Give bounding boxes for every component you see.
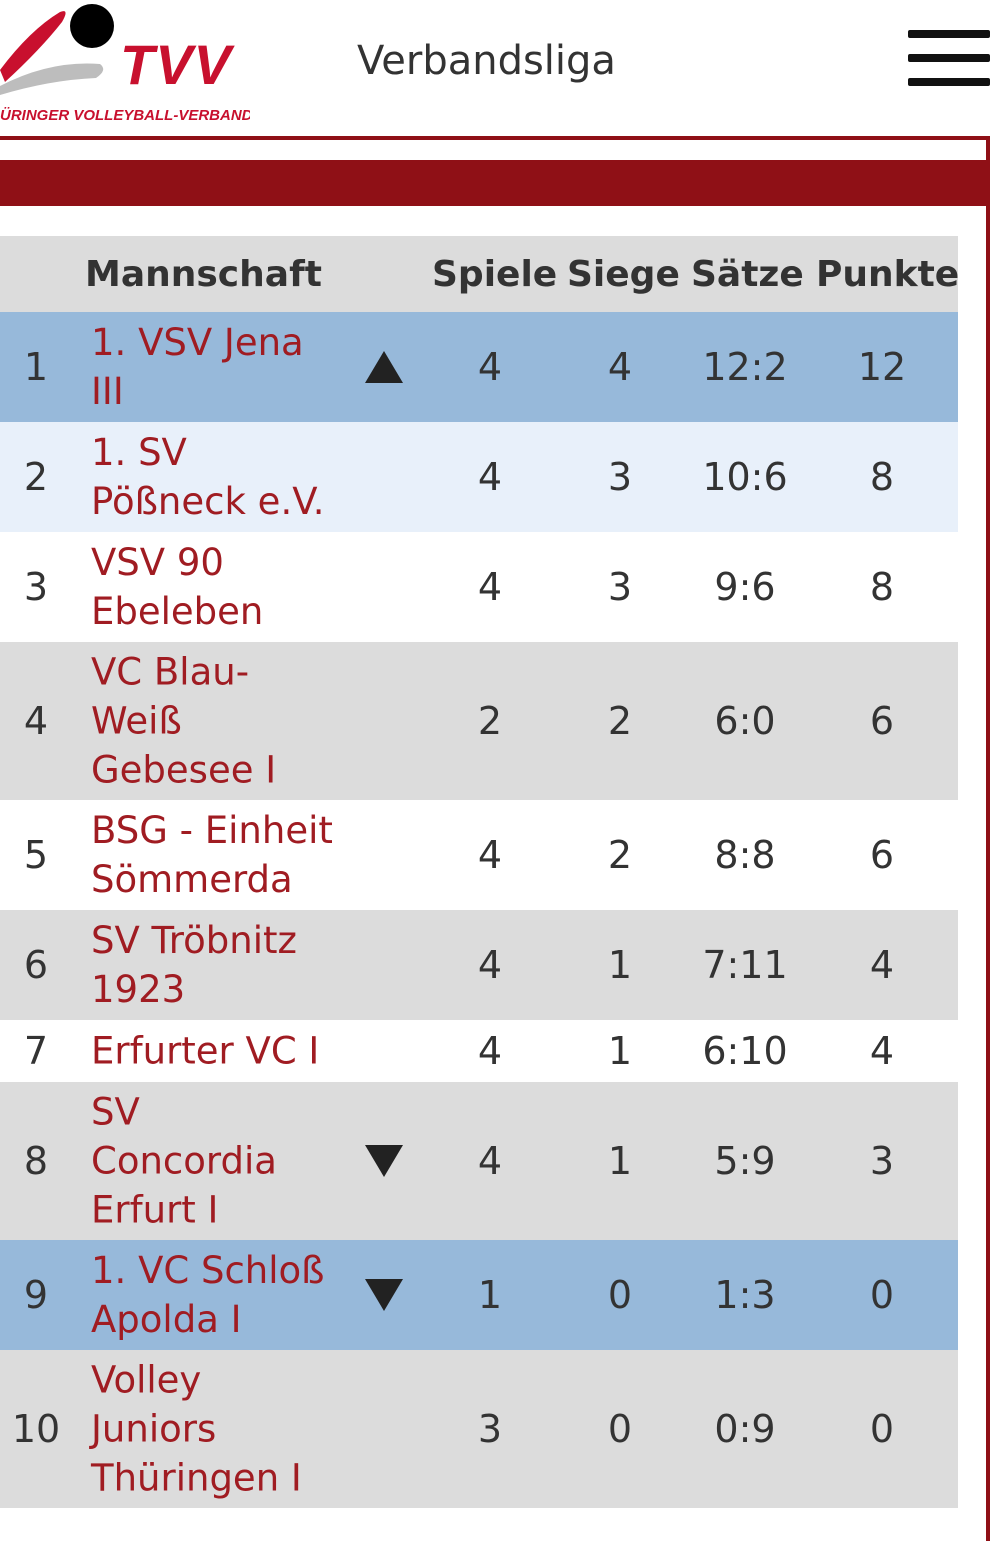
logo-subtitle: ÜRINGER VOLLEYBALL-VERBAND — [0, 107, 250, 124]
column-header-team[interactable]: Mannschaft — [85, 254, 322, 295]
team-name-link[interactable]: BSG - Einheit Sömmerda — [91, 809, 333, 901]
standings-table: Mannschaft Spiele Siege Sätze Punkte 1 1.… — [0, 236, 960, 1508]
points-cell: 4 — [869, 943, 895, 987]
games-cell: 3 — [477, 1407, 503, 1451]
table-row[interactable]: 8 SV Concordia Erfurt I 4 1 5:9 3 — [0, 1082, 958, 1240]
team-name-link[interactable]: SV Tröbnitz 1923 — [91, 919, 297, 1011]
column-header-wins[interactable]: Siege — [567, 254, 680, 295]
points-cell: 6 — [869, 833, 895, 877]
sets-cell: 7:11 — [702, 943, 788, 987]
logo-text: TVV — [120, 33, 232, 96]
column-header-sets[interactable]: Sätze — [691, 254, 804, 295]
rank-cell: 9 — [23, 1273, 49, 1317]
points-cell: 8 — [869, 565, 895, 609]
frame-right-border — [986, 136, 990, 1541]
team-name-link[interactable]: VSV 90 Ebeleben — [91, 541, 264, 633]
points-cell: 12 — [857, 345, 907, 389]
column-header-points[interactable]: Punkte — [816, 254, 960, 295]
rank-cell: 4 — [23, 699, 49, 743]
games-cell: 4 — [477, 1029, 503, 1073]
tvv-logo[interactable]: TVV ÜRINGER VOLLEYBALL-VERBAND — [0, 0, 260, 130]
wins-cell: 2 — [607, 833, 633, 877]
games-cell: 4 — [477, 833, 503, 877]
promotion-arrow-up-icon — [365, 351, 403, 383]
points-cell: 3 — [869, 1139, 895, 1183]
app-header: TVV ÜRINGER VOLLEYBALL-VERBAND Verbandsl… — [0, 0, 990, 138]
table-row[interactable]: 4 VC Blau- Weiß Gebesee I 2 2 6:0 6 — [0, 642, 958, 800]
sets-cell: 6:0 — [714, 699, 776, 743]
games-cell: 4 — [477, 565, 503, 609]
rank-cell: 6 — [23, 943, 49, 987]
table-row[interactable]: 9 1. VC Schloß Apolda I 1 0 1:3 0 — [0, 1240, 958, 1350]
column-header-games[interactable]: Spiele — [432, 254, 558, 295]
games-cell: 4 — [477, 455, 503, 499]
sets-cell: 8:8 — [714, 833, 776, 877]
sets-cell: 1:3 — [714, 1273, 776, 1317]
points-cell: 0 — [869, 1407, 895, 1451]
points-cell: 0 — [869, 1273, 895, 1317]
page-title: Verbandsliga — [357, 38, 616, 84]
points-cell: 6 — [869, 699, 895, 743]
rank-cell: 3 — [23, 565, 49, 609]
table-header: Mannschaft Spiele Siege Sätze Punkte — [0, 236, 960, 312]
wins-cell: 1 — [607, 1029, 633, 1073]
team-name-link[interactable]: VC Blau- Weiß Gebesee I — [91, 650, 277, 792]
wins-cell: 3 — [607, 455, 633, 499]
table-row[interactable]: 1 1. VSV Jena III 4 4 12:2 12 — [0, 312, 958, 422]
wins-cell: 4 — [607, 345, 633, 389]
frame-top-border — [0, 136, 990, 140]
rank-cell: 10 — [11, 1407, 61, 1451]
table-row[interactable]: 2 1. SV Pößneck e.V. 4 3 10:6 8 — [0, 422, 958, 532]
sets-cell: 6:10 — [702, 1029, 788, 1073]
team-name-link[interactable]: 1. SV Pößneck e.V. — [91, 431, 325, 523]
table-row[interactable]: 7 Erfurter VC I 4 1 6:10 4 — [0, 1020, 958, 1082]
table-row[interactable]: 5 BSG - Einheit Sömmerda 4 2 8:8 6 — [0, 800, 958, 910]
sets-cell: 9:6 — [714, 565, 776, 609]
relegation-arrow-down-icon — [365, 1145, 403, 1177]
rank-cell: 8 — [23, 1139, 49, 1183]
points-cell: 4 — [869, 1029, 895, 1073]
relegation-arrow-down-icon — [365, 1279, 403, 1311]
sets-cell: 5:9 — [714, 1139, 776, 1183]
wins-cell: 1 — [607, 943, 633, 987]
sets-cell: 0:9 — [714, 1407, 776, 1451]
team-name-link[interactable]: 1. VSV Jena III — [91, 321, 304, 413]
games-cell: 4 — [477, 1139, 503, 1183]
rank-cell: 2 — [23, 455, 49, 499]
wins-cell: 0 — [607, 1407, 633, 1451]
rank-cell: 5 — [23, 833, 49, 877]
team-name-link[interactable]: 1. VC Schloß Apolda I — [91, 1249, 325, 1341]
wins-cell: 2 — [607, 699, 633, 743]
hamburger-menu-icon[interactable] — [908, 30, 990, 86]
section-banner — [0, 160, 988, 206]
rank-cell: 1 — [23, 345, 49, 389]
wins-cell: 0 — [607, 1273, 633, 1317]
table-row[interactable]: 10 Volley Juniors Thüringen I 3 0 0:9 0 — [0, 1350, 958, 1508]
table-body: 1 1. VSV Jena III 4 4 12:2 12 2 1. SV Pößneck e… — [0, 312, 958, 1508]
table-row[interactable]: 3 VSV 90 Ebeleben 4 3 9:6 8 — [0, 532, 958, 642]
points-cell: 8 — [869, 455, 895, 499]
games-cell: 4 — [477, 943, 503, 987]
team-name-link[interactable]: SV Concordia Erfurt I — [91, 1090, 277, 1232]
games-cell: 2 — [477, 699, 503, 743]
wins-cell: 3 — [607, 565, 633, 609]
team-name-link[interactable]: Erfurter VC I — [91, 1029, 320, 1073]
games-cell: 1 — [477, 1273, 503, 1317]
volleyball-player-logo-icon — [0, 4, 114, 95]
team-name-link[interactable]: Volley Juniors Thüringen I — [91, 1358, 302, 1500]
wins-cell: 1 — [607, 1139, 633, 1183]
rank-cell: 7 — [23, 1029, 49, 1073]
games-cell: 4 — [477, 345, 503, 389]
sets-cell: 12:2 — [702, 345, 788, 389]
sets-cell: 10:6 — [702, 455, 788, 499]
table-row[interactable]: 6 SV Tröbnitz 1923 4 1 7:11 4 — [0, 910, 958, 1020]
